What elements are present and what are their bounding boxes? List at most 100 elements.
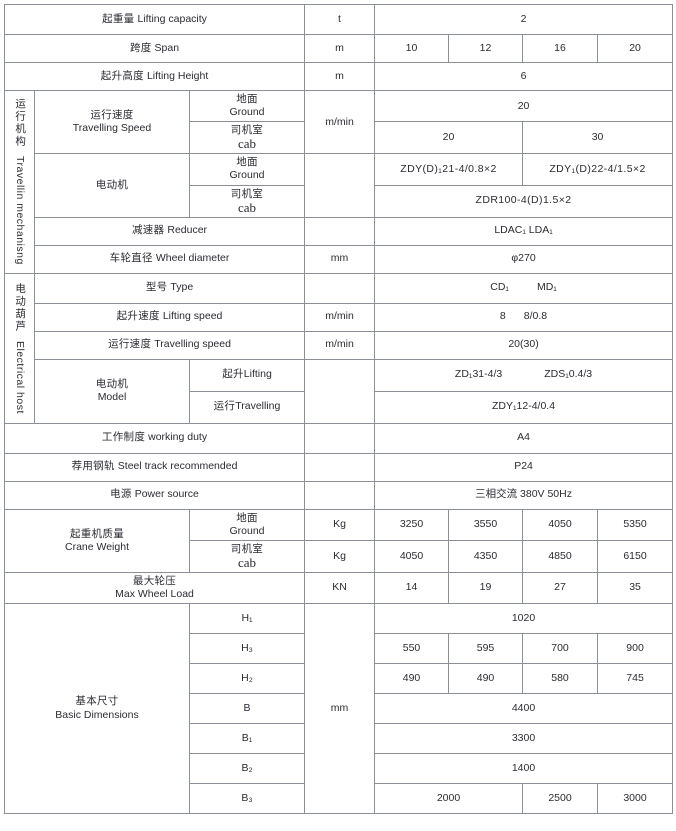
value-cell-reducer: LDAC₁ LDA₁ <box>374 216 674 246</box>
unit-cell: m/min <box>304 302 376 332</box>
label-cn: 电源 <box>110 488 132 501</box>
unit-cell: t <box>304 4 376 35</box>
sublabel-en: Ground <box>229 169 265 182</box>
row-label-steel-track: 荐用钢轨 Steel track recommended <box>3 452 306 482</box>
value-cell-hoist-lifting-speed: 8 8/0.8 <box>374 302 674 332</box>
row-label-working-duty: 工作制度 working duty <box>3 422 306 454</box>
unit-cell: Kg <box>304 508 376 541</box>
table-row-dimension-b: B 4400 <box>5 693 674 724</box>
row-label-travelling-speed: 运行速度 Travelling Speed <box>34 89 190 155</box>
value-type-2: MD₁ <box>536 281 557 294</box>
value-cell-power-source: 三相交流 380V 50Hz <box>374 480 674 510</box>
value-cell-b3-1: 2000 <box>374 783 524 814</box>
sublabel-cab: 司机室 cab <box>188 184 306 218</box>
group-label-en: Electrical host <box>14 340 27 414</box>
sublabel-cn: 运行 <box>213 400 236 413</box>
value-cell-hoist-motor-lifting: ZD₁31-4/3 ZDS₁0.4/3 <box>374 358 674 392</box>
label-en: working duty <box>148 431 208 444</box>
unit-cell: mm <box>304 603 376 814</box>
label-cn: 电动机 <box>95 377 129 390</box>
sublabel-cn: 司机室 <box>230 187 264 200</box>
row-label-max-wheel-load: 最大轮压 Max Wheel Load <box>3 571 306 605</box>
value-cell-motor-cab: ZDR100-4(D)1.5×2 <box>374 184 674 218</box>
label-en: Lifting capacity <box>137 12 207 25</box>
sublabel-cn: 司机室 <box>230 542 264 555</box>
dimension-symbol-h3: H₃ <box>188 633 306 664</box>
value-cell-h2-4: 745 <box>597 663 674 694</box>
sublabel-en: Travelling <box>235 400 281 413</box>
sublabel-ground: 地面 Ground <box>188 153 306 186</box>
unit-cell <box>304 216 376 246</box>
value-cell-h3-1: 550 <box>374 633 450 664</box>
table-row-hoist-type: 电动葫芦 Electrical host 型号 Type CD₁ MD₁ <box>4 272 674 424</box>
value-cell-weight-ground-4: 5350 <box>597 508 674 541</box>
value-cell-motor-ground-2: ZDY₁(D)22-4/1.5×2 <box>522 153 674 186</box>
label-cn: 型号 <box>145 281 168 294</box>
value-type-1: CD₁ <box>490 281 509 294</box>
table-row-steel-track: 荐用钢轨 Steel track recommended P24 <box>3 452 674 482</box>
row-label-lifting-capacity: 起重量 Lifting capacity <box>3 4 306 35</box>
unit-cell: m <box>304 62 376 91</box>
crane-specification-table: 起重量 Lifting capacity t 2 跨度 Span m 10 12 1… <box>3 4 674 814</box>
value-cell-h2-3: 580 <box>522 663 599 694</box>
unit-cell <box>304 153 376 218</box>
table-row-crane-weight-ground: 起重机质量 Crane Weight 地面 Ground Kg 3250 355… <box>4 508 674 573</box>
value-cell-b3-2: 2500 <box>522 783 599 814</box>
label-en: Wheel diameter <box>155 252 230 265</box>
table-row-power-source: 电源 Power source 三相交流 380V 50Hz <box>3 480 674 510</box>
label-en: Travelling speed <box>154 338 231 351</box>
unit-cell: m <box>304 34 376 63</box>
value-cell-hoist-motor-travelling: ZDY₁12-4/0.4 <box>374 390 674 424</box>
table-row-hoist-motor-lifting: 电动机 Model 起升Lifting ZD₁31-4/3 ZDS₁0.4/3 <box>5 358 674 424</box>
row-label-basic-dimensions: 基本尺寸 Basic Dimensions <box>4 603 190 814</box>
value-lifting-speed-1: 8 <box>499 310 506 323</box>
sublabel-en: cab <box>237 554 257 570</box>
dimension-symbol-b3: B₃ <box>188 783 306 814</box>
label-en: Basic Dimensions <box>55 708 139 721</box>
group-label-cn: 运行机构 <box>14 98 27 149</box>
label-en: Model <box>97 391 127 403</box>
dimension-symbol-b: B <box>188 693 306 724</box>
table-row-hoist-motor-travelling: 运行Travelling ZDY₁12-4/0.4 <box>5 390 674 424</box>
label-cn: 电动机 <box>95 178 129 191</box>
sublabel-cn: 地面 <box>236 156 258 169</box>
group-label-travelling-mechanism: 运行机构 Travellin mechanisng <box>4 90 35 274</box>
table-row-hoist-lifting-speed: 起升速度 Lifting speed m/min 8 8/0.8 <box>5 302 674 332</box>
table-row-lifting-capacity: 起重量 Lifting capacity t 2 <box>3 4 674 35</box>
sublabel-lifting: 起升Lifting <box>188 358 306 392</box>
value-cell-weight-ground-3: 4050 <box>522 508 599 541</box>
sublabel-en: Lifting <box>243 368 272 381</box>
label-en: Span <box>154 41 180 54</box>
table-row-travelling-motor-ground: 电动机 地面 Ground ZDY(D)₁21-4/0.8×2 ZDY₁(D)2… <box>5 153 674 218</box>
row-label-hoist-lifting-speed: 起升速度 Lifting speed <box>33 302 306 332</box>
label-cn: 工作制度 <box>101 431 146 444</box>
row-label-hoist-type: 型号 Type <box>33 272 306 304</box>
value-cell-span-12: 12 <box>448 34 524 63</box>
value-cell-cab-speed-1: 20 <box>374 121 524 155</box>
value-cell-span-10: 10 <box>374 34 450 63</box>
dimension-symbol-b2: B₂ <box>188 753 306 784</box>
unit-cell <box>304 358 376 424</box>
value-cell-b3-3: 3000 <box>597 783 674 814</box>
sublabel-ground: 地面 Ground <box>188 89 306 123</box>
value-cell-ground-speed: 20 <box>374 89 674 123</box>
dimension-symbol-b1: B₁ <box>188 723 306 754</box>
table-row-crane-weight-cab: 司机室 cab Kg 4050 4350 4850 6150 <box>5 539 674 573</box>
label-cn: 起重量 <box>102 12 135 25</box>
value-cell-hoist-travelling-speed: 20(30) <box>374 330 674 360</box>
unit-cell: KN <box>304 571 376 605</box>
label-en: Reducer <box>167 224 208 237</box>
sublabel-en: cab <box>237 199 257 215</box>
value-cell-weight-cab-4: 6150 <box>597 539 674 573</box>
value-cell-h2-2: 490 <box>448 663 524 694</box>
sublabel-cn: 起升 <box>222 368 244 381</box>
value-cell: 2 <box>374 4 674 35</box>
unit-cell <box>304 480 376 510</box>
sublabel-cn: 地面 <box>236 93 258 105</box>
value-lifting-speed-2: 8/0.8 <box>523 310 548 323</box>
value-cell-h1: 1020 <box>374 603 674 634</box>
table-row-dimension-h3: H₃ 550 595 700 900 <box>5 633 674 664</box>
spec-sheet: 起重量 Lifting capacity t 2 跨度 Span m 10 12 1… <box>0 4 676 831</box>
value-cell-h3-3: 700 <box>522 633 599 664</box>
value-cell-wheel-load-2: 19 <box>448 571 524 605</box>
